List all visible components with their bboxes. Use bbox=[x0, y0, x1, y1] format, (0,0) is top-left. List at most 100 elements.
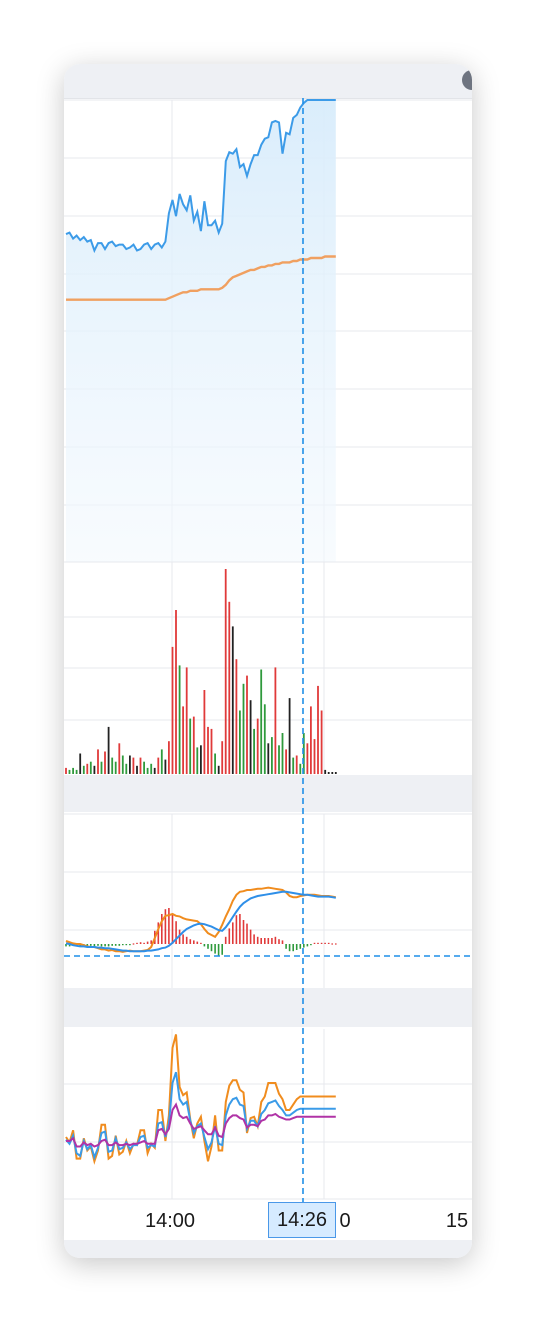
volume-bar bbox=[114, 761, 117, 774]
volume-bar bbox=[157, 757, 160, 774]
volume-bar bbox=[104, 751, 106, 775]
macd-histogram-bar bbox=[214, 944, 216, 954]
volume-bar bbox=[182, 706, 184, 775]
volume-bar bbox=[256, 718, 259, 774]
macd-histogram-bar bbox=[313, 942, 316, 944]
macd-histogram-bar bbox=[224, 936, 227, 944]
volume-bar bbox=[224, 569, 227, 774]
macd-histogram-bar bbox=[111, 944, 113, 946]
indicator-tab-bar-macd[interactable] bbox=[64, 775, 472, 812]
kdj-panel bbox=[64, 1029, 472, 1199]
macd-histogram-bar bbox=[203, 944, 206, 947]
volume-bar bbox=[271, 737, 273, 774]
volume-bar bbox=[111, 757, 114, 774]
macd-histogram-bar bbox=[306, 944, 309, 947]
macd-histogram-bar bbox=[193, 940, 195, 944]
volume-bar bbox=[153, 767, 156, 774]
settings-toggle-icon[interactable] bbox=[462, 70, 472, 90]
chart-canvas[interactable]: 14:00 0 15 bbox=[64, 64, 472, 1258]
macd-histogram-bar bbox=[303, 944, 305, 948]
volume-bar bbox=[72, 767, 74, 774]
macd-histogram-bar bbox=[196, 941, 199, 944]
volume-bar bbox=[288, 698, 291, 774]
volume-bar bbox=[192, 716, 195, 774]
volume-bar bbox=[168, 741, 170, 774]
volume-bar bbox=[107, 726, 110, 774]
volume-bar bbox=[317, 685, 319, 775]
volume-bar bbox=[68, 769, 71, 774]
j-line bbox=[66, 1102, 336, 1148]
macd-histogram-bar bbox=[281, 940, 284, 944]
macd-histogram-bar bbox=[253, 934, 255, 944]
macd-histogram-bar bbox=[97, 944, 99, 946]
price-area bbox=[66, 100, 336, 562]
macd-histogram-bar bbox=[320, 942, 323, 944]
volume-bar bbox=[285, 749, 287, 774]
macd-histogram-bar bbox=[310, 944, 312, 946]
macd-histogram-bar bbox=[104, 944, 106, 947]
volume-bar bbox=[75, 769, 78, 774]
macd-histogram-bar bbox=[65, 944, 67, 947]
macd-histogram-bar bbox=[327, 942, 330, 944]
macd-histogram-bar bbox=[232, 922, 234, 944]
avg-price-line bbox=[66, 255, 336, 301]
macd-histogram-bar bbox=[118, 944, 121, 946]
volume-bar bbox=[327, 772, 330, 774]
macd-histogram-bar bbox=[295, 944, 298, 950]
price-line bbox=[65, 99, 336, 254]
volume-bar bbox=[217, 765, 220, 774]
macd-histogram-bar bbox=[299, 944, 302, 949]
time-axis: 14:00 0 15 bbox=[64, 1198, 472, 1232]
volume-bar bbox=[207, 726, 209, 774]
macd-histogram-bar bbox=[139, 942, 142, 944]
volume-bar bbox=[89, 761, 92, 774]
volume-bar bbox=[100, 761, 103, 774]
macd-grid bbox=[64, 813, 472, 988]
macd-histogram-bar bbox=[171, 914, 174, 944]
volume-bar bbox=[79, 753, 82, 774]
price-panel bbox=[64, 99, 472, 562]
volume-bar bbox=[82, 765, 85, 774]
volume-bar bbox=[320, 710, 323, 774]
volume-bar bbox=[295, 755, 298, 774]
volume-bars bbox=[65, 569, 337, 775]
volume-bar bbox=[299, 763, 302, 775]
volume-bar bbox=[121, 755, 124, 774]
volume-bar bbox=[274, 667, 277, 774]
volume-bar bbox=[242, 683, 245, 774]
macd-histogram-bar bbox=[185, 936, 188, 944]
macd-histogram-bar bbox=[122, 944, 124, 946]
macd-histogram-bar bbox=[317, 942, 319, 944]
volume-bar bbox=[228, 601, 231, 774]
volume-grid bbox=[64, 561, 472, 775]
macd-histogram-bar bbox=[267, 938, 270, 944]
volume-bar bbox=[118, 743, 121, 775]
macd-histogram-bar bbox=[271, 938, 273, 944]
volume-bar bbox=[160, 749, 163, 774]
volume-bar bbox=[278, 745, 280, 774]
macd-histogram-bar bbox=[210, 944, 213, 952]
volume-bar bbox=[125, 763, 128, 775]
macd-histogram-bar bbox=[86, 944, 89, 947]
macd-histogram-bar bbox=[93, 944, 96, 947]
kdj-grid bbox=[64, 1029, 472, 1199]
macd-histogram-bar bbox=[132, 943, 135, 945]
macd-histogram-bar bbox=[189, 939, 192, 944]
volume-bar bbox=[281, 733, 284, 774]
volume-bar bbox=[331, 772, 334, 774]
macd-histogram-bar bbox=[331, 943, 333, 945]
macd-histogram-bar bbox=[157, 922, 160, 944]
macd-histogram-bar bbox=[221, 944, 223, 955]
volume-bar bbox=[203, 690, 206, 774]
time-tick-label: 15 bbox=[446, 1210, 468, 1232]
dea-line bbox=[65, 886, 336, 953]
volume-bar bbox=[235, 659, 238, 774]
macd-histogram-bar bbox=[79, 944, 81, 947]
macd-histogram-bar bbox=[249, 929, 252, 944]
indicator-tab-bar-kdj[interactable] bbox=[64, 988, 472, 1027]
macd-histogram-bar bbox=[168, 908, 170, 944]
macd-histogram-bar bbox=[161, 914, 163, 944]
macd-histogram-bar bbox=[335, 943, 337, 945]
volume-bar bbox=[175, 610, 177, 774]
macd-histogram-bar bbox=[242, 920, 245, 944]
